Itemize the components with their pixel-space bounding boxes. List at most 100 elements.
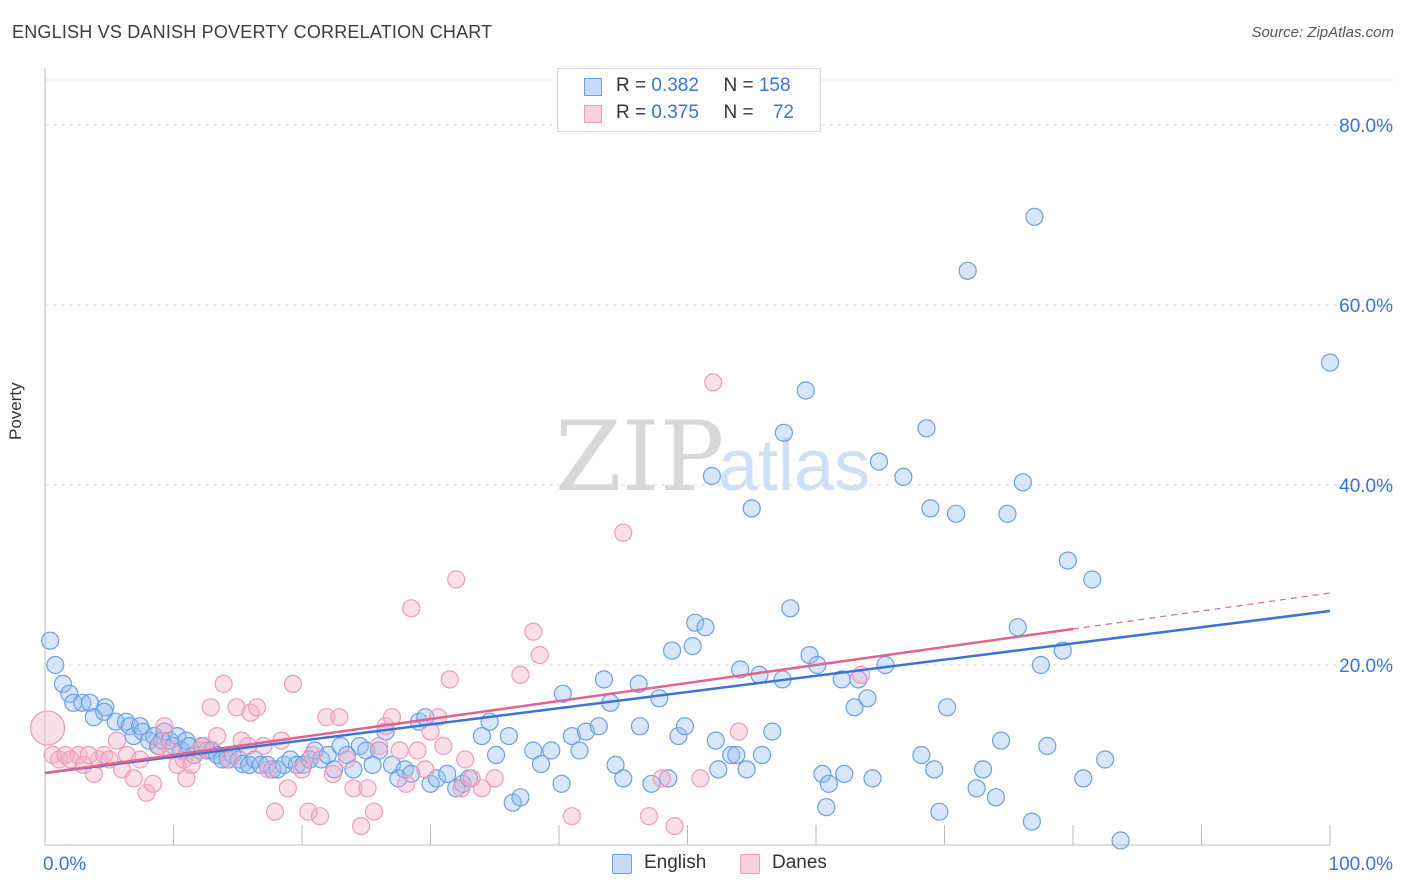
- danes-point: [201, 698, 220, 717]
- danes-point: [283, 674, 303, 694]
- english-point: [84, 708, 103, 727]
- stats-legend: R = 0.382 N = 158 R = 0.375 N = 72: [557, 68, 821, 132]
- tick-labels: 20.0% 40.0% 60.0% 80.0% 0.0% 100.0%: [43, 116, 1393, 875]
- danes-point: [370, 736, 389, 756]
- english-point: [589, 717, 608, 736]
- english-point: [630, 717, 650, 736]
- english-point: [570, 741, 589, 760]
- english-point: [917, 419, 936, 438]
- danes-point: [323, 764, 342, 784]
- danes-point: [182, 755, 201, 775]
- english-point: [686, 613, 705, 632]
- english-n-label: N =: [723, 75, 759, 96]
- danes-point: [447, 570, 466, 589]
- danes-point: [208, 726, 227, 746]
- english-point: [763, 722, 782, 741]
- english-point: [594, 670, 614, 689]
- danes-trend-extension: [1072, 592, 1331, 630]
- danes-point: [69, 745, 88, 765]
- watermark-atlas: atlas: [718, 426, 870, 506]
- danes-point: [124, 769, 143, 788]
- english-point: [370, 741, 389, 760]
- english-point: [796, 381, 815, 400]
- english-point: [937, 698, 957, 717]
- axes: [44, 68, 1331, 846]
- english-point: [1038, 736, 1057, 756]
- danes-point: [337, 750, 357, 769]
- english-point: [60, 684, 79, 703]
- english-point: [930, 802, 949, 821]
- english-point: [921, 499, 940, 518]
- english-point: [774, 423, 793, 442]
- english-point: [542, 741, 561, 760]
- english-point: [709, 760, 728, 779]
- danes-point: [614, 523, 633, 542]
- english-point: [731, 660, 750, 679]
- danes-point: [402, 599, 421, 618]
- danes-point: [390, 741, 409, 760]
- english-point: [642, 774, 661, 793]
- y-tick-label: 20.0%: [1339, 656, 1393, 677]
- english-point: [438, 764, 457, 784]
- danes-point: [530, 645, 549, 665]
- danes-point: [396, 774, 416, 793]
- english-point: [742, 499, 761, 518]
- danes-point: [259, 760, 278, 779]
- english-point: [46, 655, 65, 675]
- english-point: [991, 731, 1011, 750]
- y-tick-label: 80.0%: [1339, 116, 1393, 137]
- trend-lines: [44, 592, 1331, 775]
- danes-n-value: 72: [772, 102, 794, 123]
- english-point: [683, 636, 702, 656]
- danes-point: [382, 708, 402, 727]
- english-point: [1031, 655, 1050, 675]
- y-tick-label: 40.0%: [1339, 476, 1393, 497]
- y-tick-label: 60.0%: [1339, 296, 1393, 317]
- english-point: [1096, 750, 1115, 769]
- danes-legend-label: Danes: [772, 852, 827, 873]
- danes-point: [155, 717, 174, 736]
- english-point: [662, 641, 682, 660]
- english-point: [1025, 207, 1044, 226]
- english-point: [1008, 618, 1027, 637]
- danes-n-label: N =: [723, 102, 759, 123]
- english-point: [998, 504, 1017, 523]
- english-point: [894, 467, 913, 486]
- english-trend-line: [44, 609, 1331, 775]
- danes-point: [303, 745, 322, 765]
- english-point: [1013, 473, 1032, 492]
- danes-point: [214, 674, 233, 694]
- danes-point: [691, 769, 710, 788]
- english-point: [650, 689, 669, 708]
- english-point: [800, 645, 819, 665]
- danes-point: [434, 736, 453, 756]
- danes-point: [107, 731, 127, 750]
- english-point: [967, 779, 986, 798]
- english-point: [925, 760, 944, 779]
- english-point: [1083, 570, 1102, 589]
- danes-swatch: [584, 105, 602, 123]
- english-point: [863, 769, 882, 788]
- danes-point: [29, 710, 66, 746]
- english-point: [511, 788, 530, 807]
- english-point: [986, 788, 1006, 807]
- english-n-value: 158: [758, 75, 791, 96]
- english-point: [614, 769, 633, 788]
- danes-point: [299, 802, 318, 821]
- danes-point: [485, 769, 504, 788]
- danes-point: [511, 665, 530, 685]
- english-point: [531, 754, 551, 774]
- english-point: [606, 755, 625, 775]
- english-point: [553, 684, 572, 703]
- danes-point: [472, 779, 491, 798]
- english-point: [95, 702, 114, 721]
- english-point: [669, 726, 688, 746]
- danes-point: [278, 779, 297, 798]
- english-point: [344, 760, 363, 779]
- english-point: [858, 689, 877, 708]
- english-point: [486, 745, 506, 765]
- source-credit: Source: ZipAtlas.com: [1251, 24, 1394, 41]
- english-point: [1320, 353, 1340, 372]
- danes-point: [292, 760, 312, 779]
